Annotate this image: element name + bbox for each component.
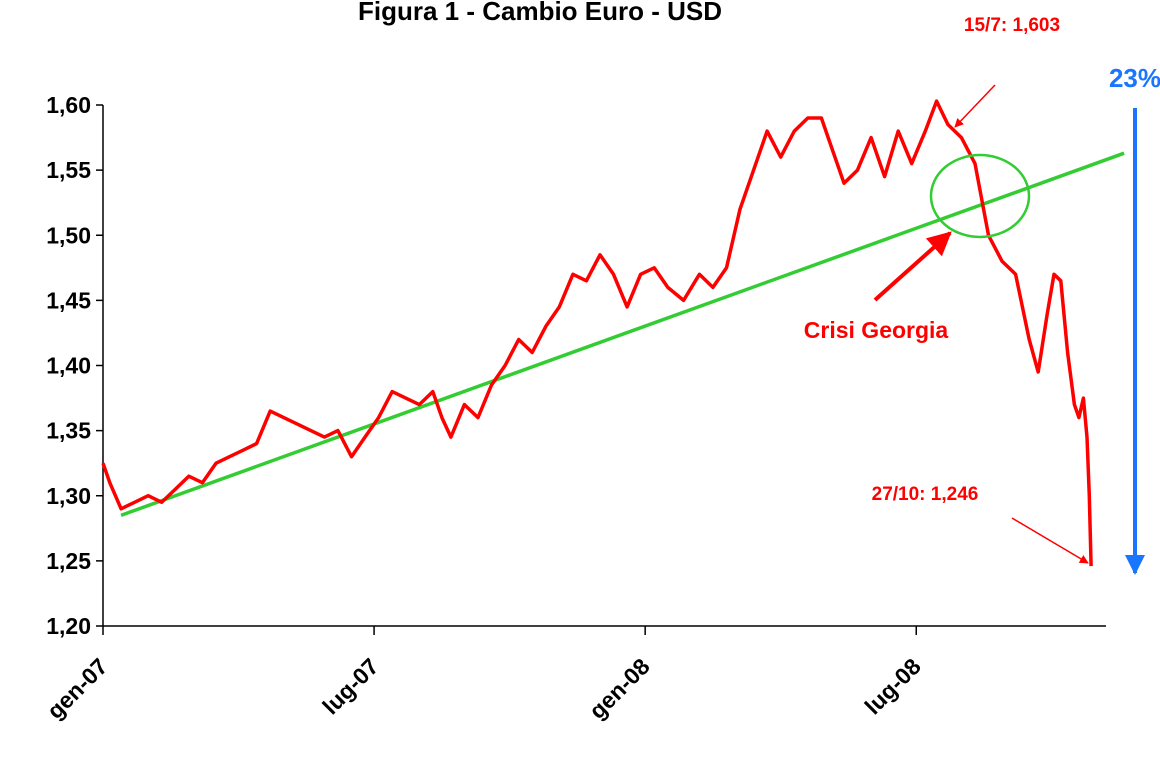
plot-area: 1,20 1,25 1,30 1,35 1,40 1,45 1,50 1,55 1,60 gen-… — [42, 92, 1125, 724]
y-tick-label: 1,30 — [46, 483, 91, 509]
x-tick-label: gen-07 — [42, 653, 113, 724]
x-tick-label: lug-08 — [859, 653, 925, 719]
y-tick-label: 1,50 — [46, 222, 91, 248]
trend-line — [120, 151, 1125, 517]
y-tick-label: 1,35 — [46, 418, 91, 444]
y-tick-label: 1,60 — [46, 92, 91, 118]
x-tick-label: gen-08 — [584, 653, 655, 724]
highlight-circle — [929, 153, 1031, 239]
annotation-arrow — [873, 231, 952, 302]
annotation: Crisi Georgia — [804, 317, 949, 343]
annotation-arrow — [1011, 517, 1089, 564]
annotation-arrow — [954, 84, 996, 128]
annotation: 15/7: 1,603 — [964, 15, 1060, 36]
y-tick-label: 1,45 — [46, 287, 91, 313]
annotation: 23% — [1109, 63, 1160, 93]
y-tick-label: 1,25 — [46, 548, 91, 574]
y-tick-label: 1,40 — [46, 353, 91, 379]
x-tick-label: lug-07 — [317, 653, 383, 719]
chart-title: Figura 1 - Cambio Euro - USD — [358, 0, 722, 26]
data-line — [101, 99, 1093, 567]
annotation: 27/10: 1,246 — [872, 484, 979, 505]
y-tick-label: 1,20 — [46, 613, 91, 639]
y-tick-label: 1,55 — [46, 157, 91, 183]
